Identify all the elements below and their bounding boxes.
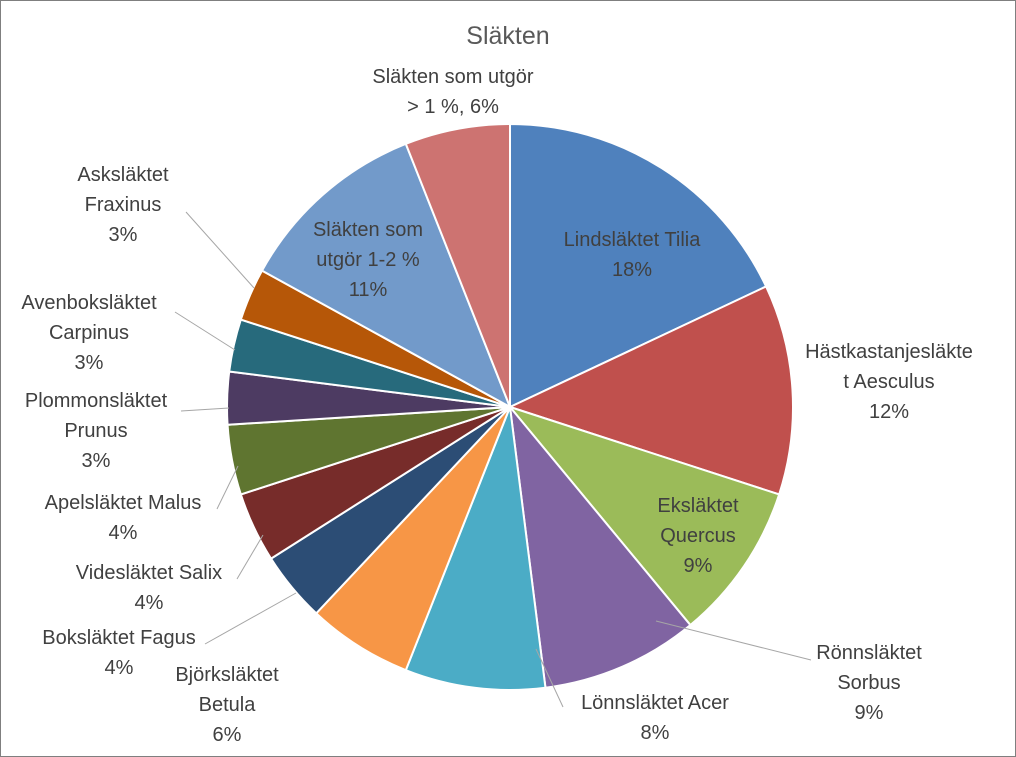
data-label-line: Eksläktet [657,495,739,517]
data-label-line: 9% [684,555,713,577]
pie-slice-4 [508,403,692,689]
data-label-line: Boksläktet Fagus [42,627,195,649]
pie-slice-5 [404,406,547,691]
data-label-line: > 1 %, 6% [407,96,499,118]
data-label-line: Hästkastanjesläkte [805,341,973,363]
pie-slice-14 [404,122,511,408]
data-label-line: 6% [213,724,242,746]
data-label-5: Lönnsläktet Acer 8% [581,692,729,744]
data-label-line: Björksläktet [175,664,279,686]
data-label-line: 4% [105,657,134,679]
data-label-line: Lönnsläktet Acer [581,692,729,714]
data-label-line: Betula [199,694,257,716]
pie-slice-1 [509,122,768,409]
pie-slice-13 [260,142,512,410]
data-label-line: Lindsläktet Tilia [564,229,702,251]
data-label-13: Släkten som utgör 1-2 % 11% [313,219,423,301]
data-label-9: Apelsläktet Malus 4% [45,492,202,544]
data-label-line: 3% [109,224,138,246]
data-label-line: 4% [135,592,164,614]
pie-slice-3 [507,404,781,627]
data-label-line: Videsläktet Salix [76,562,222,584]
data-label-line: 11% [349,279,388,301]
chart-title: Släkten [466,22,549,50]
data-label-14: Släkten som utgör > 1 %, 6% [372,66,534,118]
data-label-line: Plommonsläktet [25,390,168,412]
data-label-8: Videsläktet Salix 4% [76,562,222,614]
data-label-line: Asksläktet [77,164,169,186]
leader-line-4 [655,620,812,661]
leader-line-8 [236,534,264,580]
leader-lines [174,211,812,708]
data-label-line: Sorbus [837,672,900,694]
data-label-line: Rönnsläktet [816,642,922,664]
data-label-line: 8% [641,722,670,744]
data-label-1: Lindsläktet Tilia 18% [564,229,702,281]
data-label-line: Quercus [660,525,736,547]
data-label-4: Rönnsläktet Sorbus 9% [816,642,922,724]
data-label-line: 12% [869,401,909,423]
data-label-line: 9% [855,702,884,724]
data-label-2: Hästkastanjesläkte t Aesculus 12% [805,341,973,423]
data-label-line: Släkten som utgör [372,66,534,88]
data-label-line: Prunus [64,420,127,442]
data-label-line: Släkten som [313,219,423,241]
data-label-line: Fraxinus [85,194,162,216]
data-labels: Lindsläktet Tilia 18% Hästkastanjesläkte t … [21,66,973,746]
leader-line-5 [535,648,564,708]
data-label-11: Avenboksläktet Carpinus 3% [21,292,157,374]
data-label-line: Avenboksläktet [21,292,157,314]
data-label-line: 3% [75,352,104,374]
data-label-line: utgör 1-2 % [316,249,420,271]
data-label-line: t Aesculus [843,371,934,393]
leader-line-9 [216,465,239,510]
leader-line-12 [185,211,255,289]
data-label-6: Björksläktet Betula 6% [175,664,279,746]
data-label-line: Apelsläktet Malus [45,492,202,514]
data-label-10: Plommonsläktet Prunus 3% [25,390,168,472]
data-label-line: Carpinus [49,322,129,344]
data-label-line: 4% [109,522,138,544]
data-label-line: 18% [612,259,652,281]
pie-slice-2 [507,285,794,496]
data-label-3: Eksläktet Quercus 9% [657,495,739,577]
data-label-line: 3% [82,450,111,472]
data-label-7: Boksläktet Fagus 4% [42,627,195,679]
pie-slices [226,122,794,691]
leader-line-7 [204,592,297,645]
data-label-12: Asksläktet Fraxinus 3% [77,164,169,246]
leader-line-11 [174,311,236,351]
leader-line-10 [180,407,230,412]
